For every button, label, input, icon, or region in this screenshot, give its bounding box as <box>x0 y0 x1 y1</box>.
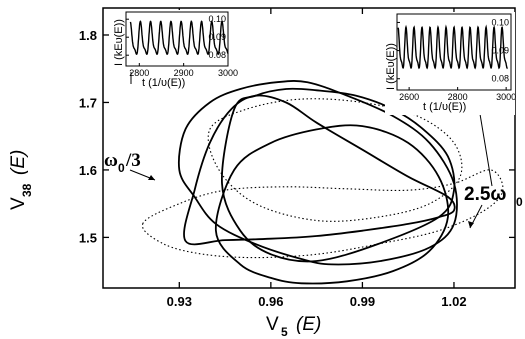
main-axis-ticks: 0.93 0.96 0.99 1.02 1.5 1.6 1.7 1.8 <box>79 8 515 309</box>
left-inset-x-label: t (1/υ(E)) <box>142 77 185 89</box>
orbit-series-5 <box>141 169 504 259</box>
inset-x-tick-label: 3000 <box>496 92 516 102</box>
right-inset-signal <box>397 24 508 70</box>
right-inset-x-label: t (1/υ(E)) <box>423 101 466 113</box>
y-axis-label-unit: (E) <box>8 150 29 175</box>
annotation-omega-third-symbol: ω <box>104 150 118 171</box>
inset-x-tick-label: 2800 <box>129 68 149 78</box>
annotation-two-point-five-omega: 2.5ω 0 <box>464 113 523 229</box>
inset-x-tick-label: 2800 <box>448 92 468 102</box>
y-tick-label: 1.6 <box>79 163 97 178</box>
inset-x-tick-label: 3000 <box>218 68 238 78</box>
x-axis-label-unit: (E) <box>296 314 321 335</box>
orbit-series-4 <box>214 124 450 285</box>
y-tick-label: 1.5 <box>79 230 97 245</box>
annotation-two-point-five-omega-sub: 0 <box>516 195 523 209</box>
inset-y-tick-label: 0.08 <box>491 74 509 84</box>
left-inset-signal <box>129 20 229 56</box>
x-axis-label-main: V <box>266 314 279 335</box>
x-tick-label: 0.99 <box>350 294 375 309</box>
x-tick-label: 1.02 <box>441 294 466 309</box>
main-curves <box>141 80 504 285</box>
y-tick-label: 1.7 <box>79 95 97 110</box>
inset-y-tick-label: 0.08 <box>208 50 226 60</box>
annotation-omega-third-sub: 0 <box>118 161 125 175</box>
inset-y-tick-label: 0.09 <box>208 32 226 42</box>
inset-x-tick-label: 2900 <box>174 68 194 78</box>
right-inset-y-label: I (kEυ(E)) <box>385 43 397 90</box>
left-inset: 2800 2900 3000 0.10 0.09 0.08 I (kEυ(E)) t (1… <box>113 10 238 89</box>
y-tick-label: 1.8 <box>79 28 97 43</box>
inset-x-tick-label: 2600 <box>399 92 419 102</box>
x-tick-label: 0.96 <box>258 294 283 309</box>
orbit-series-3 <box>183 94 456 246</box>
inset-y-tick-label: 0.10 <box>491 17 509 27</box>
main-plot-frame <box>102 7 516 289</box>
left-inset-y-label: I (kEυ(E)) <box>113 19 125 66</box>
x-axis-label: V 5 (E) <box>266 314 321 339</box>
x-tick-label: 0.93 <box>167 294 192 309</box>
inset-y-tick-label: 0.10 <box>208 14 226 24</box>
annotation-omega-third: ω 0 /3 <box>104 150 156 181</box>
y-axis-label-main: V <box>8 197 29 210</box>
orbit-series-6 <box>207 98 463 222</box>
orbit-series-2 <box>221 87 456 263</box>
annotation-two-point-five-omega-arrowhead <box>468 221 474 228</box>
y-axis-label: V 38 (E) <box>8 150 34 210</box>
annotation-omega-third-tail: /3 <box>125 150 141 171</box>
annotation-two-point-five-omega-text: 2.5ω <box>464 184 506 205</box>
x-axis-label-sub: 5 <box>281 325 288 339</box>
right-inset-pointer <box>479 113 493 187</box>
left-inset-ticks: 2800 2900 3000 0.10 0.09 0.08 <box>126 14 238 78</box>
y-axis-label-sub: 38 <box>20 183 34 197</box>
annotation-omega-third-arrowhead <box>148 175 155 180</box>
